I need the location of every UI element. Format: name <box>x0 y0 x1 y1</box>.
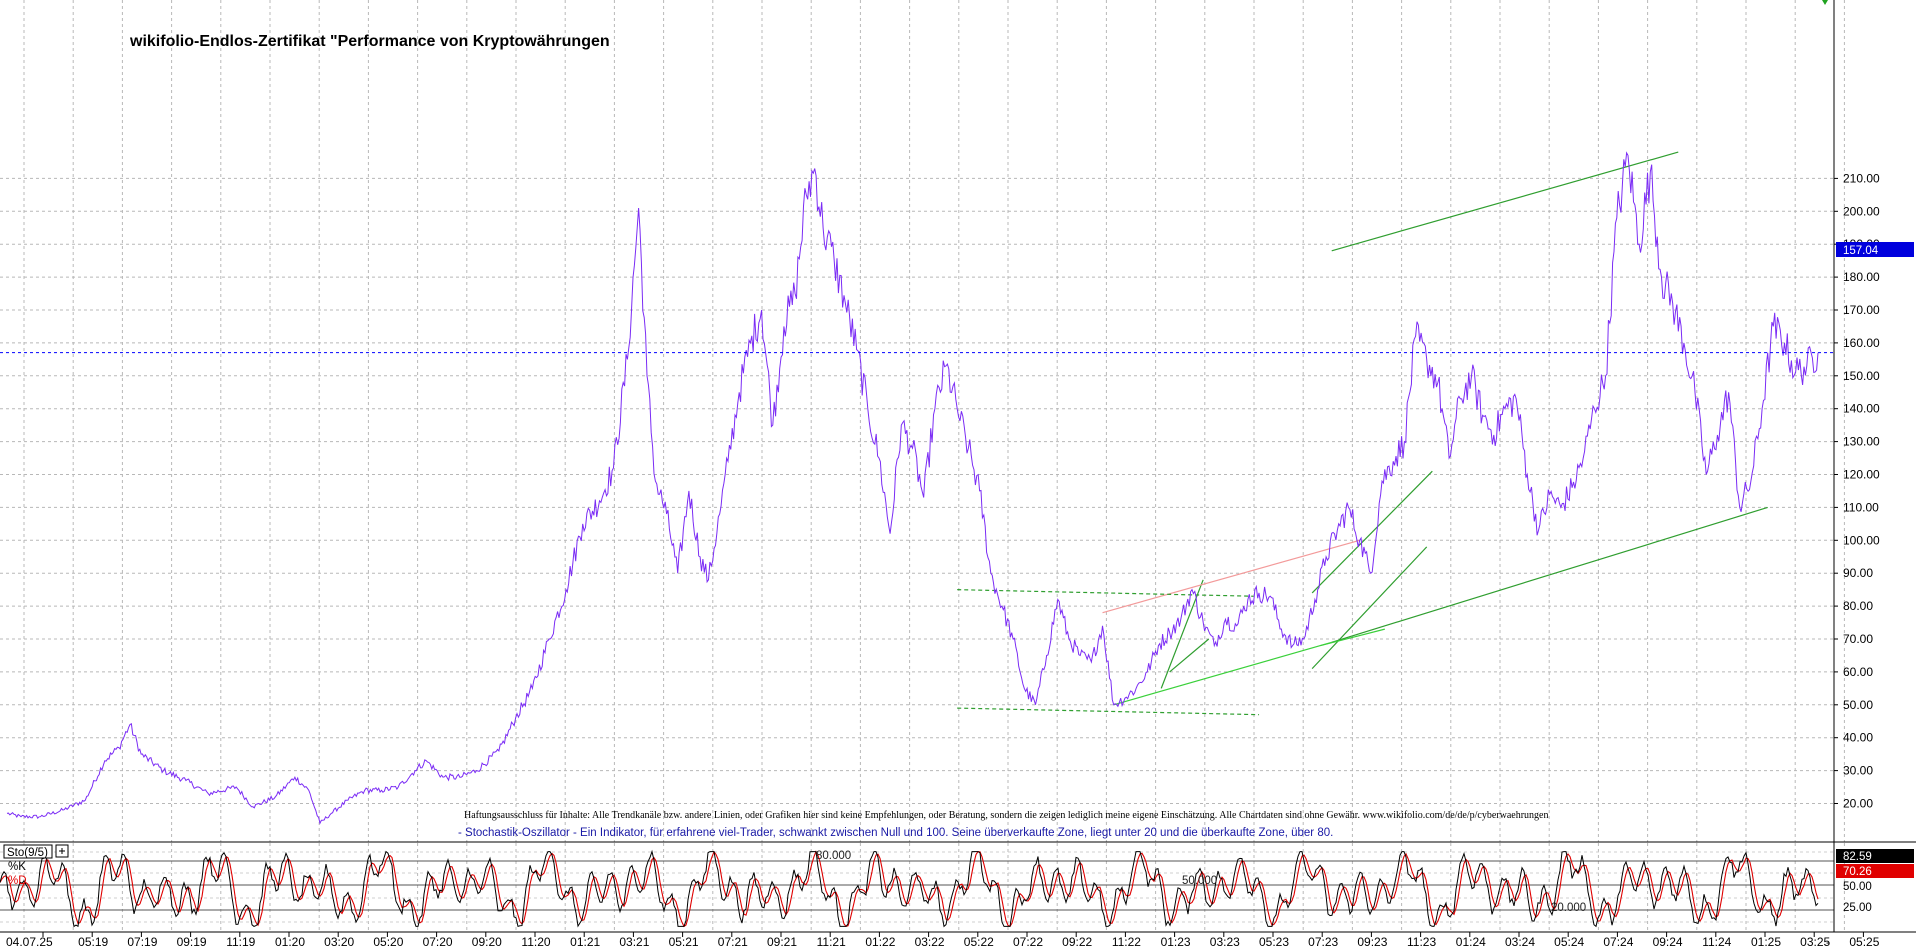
x-tick-label: 09:19 <box>177 935 207 948</box>
x-tick-label: 11:19 <box>226 935 255 948</box>
d-value-label: 70.26 <box>1843 866 1872 878</box>
current-price-badge <box>1836 242 1914 257</box>
x-tick-label: 03:23 <box>1210 935 1240 948</box>
y-tick-label: 20.00 <box>1843 797 1873 811</box>
indicator-note: - Stochastik-Oszillator - Ein Indikator,… <box>458 827 1333 839</box>
x-tick-label: 03:21 <box>619 935 649 948</box>
trendline-6[interactable] <box>1311 546 1428 670</box>
x-tick-label: 11:22 <box>1112 935 1141 948</box>
trendlines <box>957 151 1768 716</box>
stochastic-k-line <box>0 849 1819 928</box>
x-tick-label: 11:20 <box>521 935 550 948</box>
x-tick-label: 09:22 <box>1062 935 1092 948</box>
x-tick-label: 11:24 <box>1702 935 1731 948</box>
y-tick-label: 80.00 <box>1843 599 1873 613</box>
x-tick-label: 07:23 <box>1308 935 1338 948</box>
trendline-9[interactable] <box>957 589 1254 597</box>
y-tick-label: 50.00 <box>1843 698 1873 712</box>
sto-tick-50: 50.00 <box>1843 881 1872 893</box>
x-tick-label: 04.07.25 <box>6 935 53 948</box>
x-tick-label: 05:25 <box>1849 935 1879 948</box>
k-value-label: 82.59 <box>1843 851 1872 863</box>
y-tick-label: 180.00 <box>1843 270 1880 284</box>
time-axis: 04.07.25 05:19 07:19 09:19 11:19 01:20 03:20 05… <box>6 932 1880 948</box>
y-tick-label: 140.00 <box>1843 402 1880 416</box>
price-panel[interactable]: wikifolio-Endlos-Zertifikat "Performance… <box>0 0 1845 842</box>
x-tick-label: 03:24 <box>1505 935 1535 948</box>
x-tick-label: 09:20 <box>472 935 502 948</box>
y-tick-label: 110.00 <box>1843 500 1879 514</box>
x-tick-label: 01:21 <box>570 935 600 948</box>
trendline-4[interactable] <box>1169 638 1210 673</box>
y-tick-label: 200.00 <box>1843 204 1880 218</box>
x-tick-label: 07:22 <box>1013 935 1043 948</box>
y-tick-label: 40.00 <box>1843 731 1873 745</box>
current-price-label: 157.04 <box>1843 245 1879 257</box>
x-tick-label: 05:23 <box>1259 935 1289 948</box>
plus-icon <box>59 848 65 854</box>
disclaimer-text: Haftungsausschluss für Inhalte: Alle Tre… <box>464 810 1549 821</box>
x-tick-label: 11:21 <box>817 935 846 948</box>
k-value-badge <box>1836 849 1914 863</box>
x-tick-label: 01:20 <box>275 935 305 948</box>
trendline-10[interactable] <box>957 707 1260 716</box>
time-axis-end-marker: - <box>1826 937 1830 948</box>
price-grid <box>0 0 1845 842</box>
d-value-badge <box>1836 864 1914 878</box>
y-tick-label: 100.00 <box>1843 533 1880 547</box>
x-tick-label: 01:23 <box>1161 935 1191 948</box>
indicator-name-box[interactable] <box>3 844 53 859</box>
x-tick-label: 05:20 <box>373 935 403 948</box>
trendline-7[interactable] <box>1320 628 1385 647</box>
x-tick-label: 03:20 <box>324 935 354 948</box>
x-tick-label: 07:19 <box>127 935 157 948</box>
y-tick-label: 150.00 <box>1843 369 1880 383</box>
x-tick-label: 01:24 <box>1456 935 1486 948</box>
x-tick-label: 05:19 <box>78 935 108 948</box>
x-tick-label: 09:24 <box>1653 935 1683 948</box>
trendline-5[interactable] <box>1311 470 1433 594</box>
y-tick-label: 120.00 <box>1843 468 1880 482</box>
x-tick-label: 05:21 <box>669 935 699 948</box>
price-axis: 20.00 30.00 40.00 50.00 60.00 70.00 80.00 90.00… <box>1822 0 1914 842</box>
x-tick-label: 05:22 <box>964 935 994 948</box>
chart-title: wikifolio-Endlos-Zertifikat "Performance… <box>129 33 610 50</box>
level-80-label: 80.000 <box>816 850 851 862</box>
y-tick-label: 90.00 <box>1843 566 1873 580</box>
trendline-1[interactable] <box>1331 506 1768 643</box>
trendline-8[interactable] <box>1102 539 1360 614</box>
trendline-2[interactable] <box>1113 641 1332 706</box>
scroll-marker-icon <box>1822 0 1828 5</box>
x-tick-label: 07:24 <box>1603 935 1633 948</box>
y-tick-label: 160.00 <box>1843 336 1880 350</box>
x-tick-label: 01:22 <box>865 935 895 948</box>
stochastic-panel[interactable]: 80.000 50.000 20.000 Sto(9/5) %K %D 82.5… <box>0 842 1914 932</box>
y-tick-label: 210.00 <box>1843 171 1880 185</box>
trendline-0[interactable] <box>1331 151 1679 252</box>
x-tick-label: 09:23 <box>1357 935 1387 948</box>
legend-k: %K <box>8 861 26 873</box>
x-tick-label: 03:25 <box>1800 935 1830 948</box>
level-50-label: 50.000 <box>1182 875 1217 887</box>
sto-tick-25: 25.00 <box>1843 902 1872 914</box>
x-tick-label: 01:25 <box>1751 935 1781 948</box>
x-tick-label: 07:20 <box>423 935 453 948</box>
x-tick-label: 07:21 <box>718 935 748 948</box>
y-tick-label: 30.00 <box>1843 764 1873 778</box>
x-tick-label: 09:21 <box>767 935 797 948</box>
x-tick-label: 05:24 <box>1554 935 1584 948</box>
y-tick-label: 130.00 <box>1843 435 1880 449</box>
price-axis-labels: 20.00 30.00 40.00 50.00 60.00 70.00 80.00 90.00… <box>1834 171 1880 811</box>
y-tick-label: 60.00 <box>1843 665 1873 679</box>
x-tick-label: 11:23 <box>1407 935 1436 948</box>
legend-d: %D <box>8 875 27 887</box>
price-series-line <box>6 151 1819 825</box>
x-tick-label: 03:22 <box>915 935 945 948</box>
y-tick-label: 170.00 <box>1843 303 1880 317</box>
level-20-label: 20.000 <box>1551 902 1586 914</box>
indicator-name: Sto(9/5) <box>7 847 48 859</box>
y-tick-label: 70.00 <box>1843 632 1873 646</box>
